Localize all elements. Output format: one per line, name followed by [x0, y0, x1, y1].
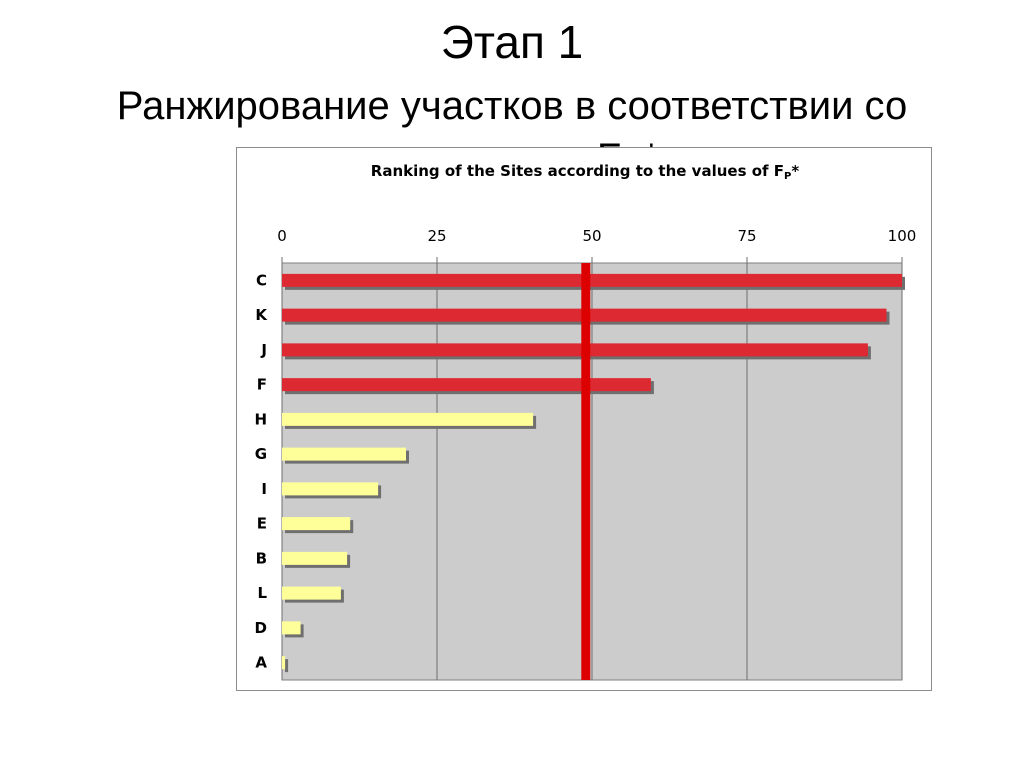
tick-label-25: 25 [427, 227, 446, 245]
bar-J [282, 343, 868, 357]
bar-C [282, 273, 902, 287]
bar-F [282, 378, 651, 392]
bar-D [282, 621, 301, 635]
tick-label-0: 0 [277, 227, 287, 245]
slide-subtitle-line-1: Ранжирование участков в соответствии со [116, 84, 908, 128]
slide-title: Этап 1 [440, 16, 584, 68]
bar-G [282, 447, 406, 461]
category-label-F: F [257, 376, 267, 394]
category-label-H: H [254, 410, 267, 428]
bar-A [282, 656, 286, 670]
category-label-A: A [255, 654, 267, 672]
x-axis-ticks: 0 25 50 75 100 [277, 227, 916, 263]
bar-L [282, 586, 341, 600]
category-label-L: L [257, 584, 267, 602]
gridlines [281, 263, 903, 680]
tick-label-75: 75 [737, 227, 756, 245]
category-label-B: B [256, 549, 267, 567]
tick-label-50: 50 [582, 227, 601, 245]
chart-title: Ranking of the Sites according to the va… [371, 162, 800, 182]
category-label-C: C [256, 271, 267, 289]
bar-shadow-A [285, 659, 289, 673]
bar-I [282, 482, 379, 496]
category-label-G: G [255, 445, 267, 463]
bar-B [282, 551, 348, 565]
tick-label-100: 100 [888, 227, 917, 245]
category-label-D: D [255, 619, 267, 637]
chart-frame: Ranking of the Sites according to the va… [236, 147, 932, 691]
category-label-E: E [257, 515, 267, 533]
bar-chart: Ranking of the Sites according to the va… [254, 162, 916, 681]
bars [282, 273, 905, 673]
category-label-K: K [255, 306, 268, 324]
category-label-J: J [260, 341, 267, 359]
bar-E [282, 517, 351, 531]
bar-H [282, 412, 534, 426]
category-label-I: I [261, 480, 267, 498]
